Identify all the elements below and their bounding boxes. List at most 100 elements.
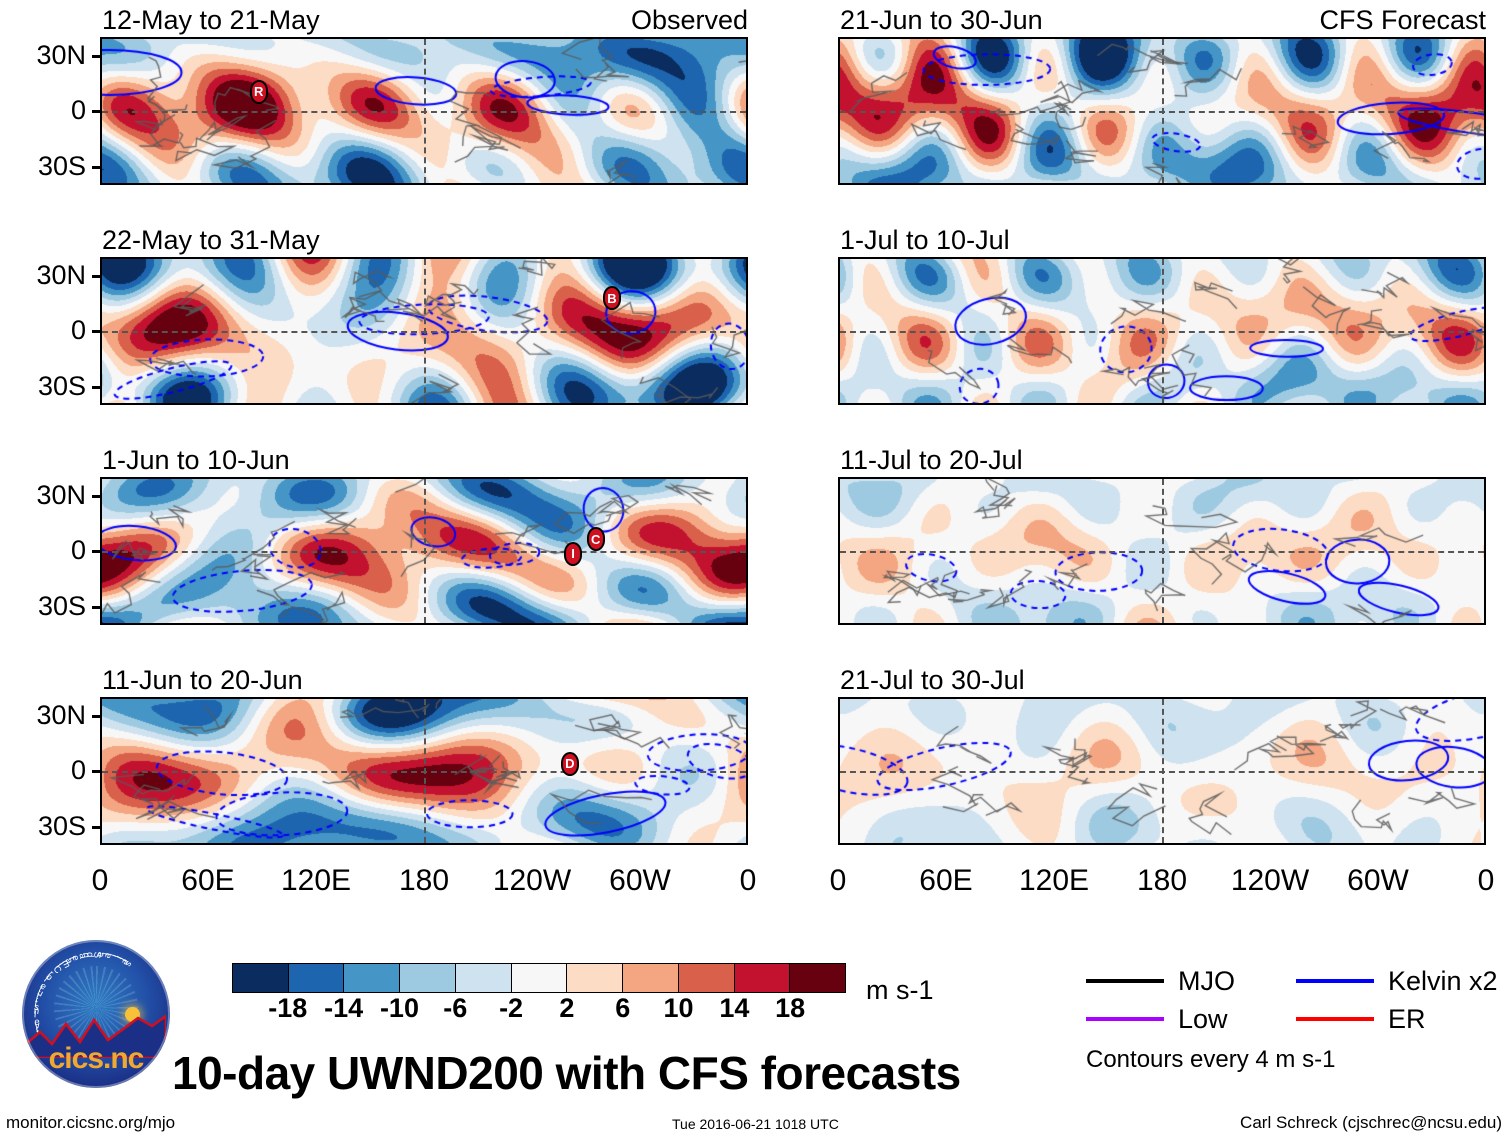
colorbar: -18 -14 -10 -6 -2 2 6 10 14 18	[232, 963, 846, 1027]
y-tick-mark	[92, 770, 102, 773]
legend-label-kelvin: Kelvin x2	[1388, 965, 1498, 996]
y-tick-label-30S: 30S	[37, 590, 86, 621]
storm-marker-C: C	[586, 527, 605, 552]
legend-item-low: Low	[1086, 1003, 1296, 1034]
y-tick-mark	[92, 330, 102, 333]
colorbar-swatch-5	[510, 964, 567, 992]
x-tick-label-0-2: 120E	[280, 864, 352, 897]
legend-item-kelvin: Kelvin x2	[1296, 965, 1506, 996]
storm-marker-letter: D	[565, 756, 575, 772]
map-panel-2	[100, 477, 748, 625]
storm-marker-letter: B	[607, 290, 617, 306]
colorbar-tick-14: 14	[719, 993, 750, 1023]
dateline-guide	[1162, 39, 1164, 183]
panel-title-0: 12-May to 21-May	[102, 5, 320, 35]
colorbar-units-label: m s-1	[866, 975, 934, 1005]
storm-marker-B: B	[602, 286, 621, 311]
x-tick-label-0-6: 0	[739, 864, 757, 897]
y-tick-mark	[92, 385, 102, 389]
map-panel-6	[838, 477, 1486, 625]
footer-left-url[interactable]: monitor.cicsnc.org/mjo	[6, 1113, 176, 1132]
colorbar-tick--6: -6	[443, 993, 468, 1023]
storm-marker-letter: R	[254, 84, 264, 100]
y-tick-label-30S: 30S	[37, 810, 86, 841]
y-tick-mark	[92, 274, 102, 278]
colorbar-tick-2: 2	[559, 993, 575, 1023]
map-panel-3	[100, 697, 748, 845]
y-tick-label-30N: 30N	[36, 39, 86, 70]
storm-marker-R: R	[249, 79, 268, 104]
legend-row-1: MJO Kelvin x2	[1086, 962, 1506, 1000]
panel-title-4: 21-Jun to 30-Jun	[840, 5, 1043, 35]
storm-marker-icon	[564, 541, 583, 566]
colorbar-swatch-0	[233, 964, 288, 992]
y-tick-label-0: 0	[70, 315, 86, 345]
y-tick-label-30N: 30N	[36, 479, 86, 510]
storm-marker-icon	[560, 751, 579, 776]
colorbar-swatch-2	[343, 964, 400, 992]
column-header-forecast: CFS Forecast	[1319, 5, 1486, 35]
legend-label-mjo: MJO	[1178, 965, 1235, 996]
figure-title: 10-day UWND200 with CFS forecasts	[172, 1047, 961, 1099]
storm-marker-letter: I	[571, 546, 575, 562]
footer-author: Carl Schreck (cjschrec@ncsu.edu)	[1240, 1113, 1502, 1132]
x-tick-label-0-4: 120W	[492, 864, 572, 897]
y-tick-label-30S: 30S	[37, 370, 86, 401]
y-tick-label-0: 0	[70, 95, 86, 125]
y-tick-label-30S: 30S	[37, 150, 86, 181]
map-panel-5	[838, 257, 1486, 405]
contour-legend: MJO Kelvin x2 Low ER	[1086, 962, 1506, 1038]
y-tick-mark	[92, 54, 102, 58]
storm-marker-D: D	[560, 751, 579, 776]
legend-row-2: Low ER	[1086, 1000, 1506, 1038]
y-tick-label-30N: 30N	[36, 699, 86, 730]
colorbar-swatch-10	[789, 964, 846, 992]
x-tick-label-1-1: 60E	[919, 864, 973, 897]
y-tick-label-30N: 30N	[36, 259, 86, 290]
dateline-guide	[1162, 479, 1164, 623]
panel-title-5: 1-Jul to 10-Jul	[840, 225, 1010, 255]
colorbar-swatches	[232, 963, 846, 993]
y-tick-label-0: 0	[70, 535, 86, 565]
legend-label-low: Low	[1178, 1003, 1228, 1034]
panel-title-2: 1-Jun to 10-Jun	[102, 445, 290, 475]
y-tick-mark	[92, 110, 102, 113]
dateline-guide	[424, 479, 426, 623]
dateline-guide	[424, 39, 426, 183]
footer-timestamp: Tue 2016-06-21 1018 UTC	[672, 1116, 839, 1132]
panel-title-3: 11-Jun to 20-Jun	[102, 665, 303, 695]
column-header-observed: Observed	[630, 5, 748, 35]
low-line-swatch	[1086, 1017, 1164, 1021]
colorbar-swatch-8	[677, 964, 734, 992]
x-tick-label-0-1: 60E	[181, 864, 235, 897]
colorbar-tick-10: 10	[663, 993, 694, 1023]
storm-marker-icon	[249, 79, 268, 104]
x-tick-label-0-5: 60W	[609, 864, 671, 897]
y-tick-mark	[92, 494, 102, 498]
map-panel-7	[838, 697, 1486, 845]
colorbar-tick-labels: -18 -14 -10 -6 -2 2 6 10 14 18	[232, 993, 846, 1027]
x-tick-label-1-2: 120E	[1018, 864, 1090, 897]
legend-item-mjo: MJO	[1086, 965, 1296, 996]
map-panel-1	[100, 257, 748, 405]
storm-marker-letter: C	[591, 531, 601, 547]
x-tick-label-0-0: 0	[91, 864, 109, 897]
x-tick-label-1-0: 0	[829, 864, 847, 897]
dateline-guide	[1162, 259, 1164, 403]
panel-title-1: 22-May to 31-May	[102, 225, 320, 255]
colorbar-tick--10: -10	[379, 993, 419, 1023]
panel-title-6: 11-Jul to 20-Jul	[840, 445, 1023, 475]
kelvin-line-swatch	[1296, 979, 1374, 983]
colorbar-swatch-3	[399, 964, 455, 992]
er-line-swatch	[1296, 1017, 1374, 1021]
y-tick-mark	[92, 165, 102, 169]
dateline-guide	[424, 259, 426, 403]
dateline-guide	[1162, 699, 1164, 843]
map-panel-4	[838, 37, 1486, 185]
x-tick-label-1-4: 120W	[1230, 864, 1310, 897]
storm-marker-I: I	[564, 541, 583, 566]
colorbar-tick--18: -18	[268, 993, 308, 1023]
storm-marker-icon	[602, 286, 621, 311]
x-tick-label-1-5: 60W	[1347, 864, 1409, 897]
colorbar-tick--14: -14	[324, 993, 364, 1023]
